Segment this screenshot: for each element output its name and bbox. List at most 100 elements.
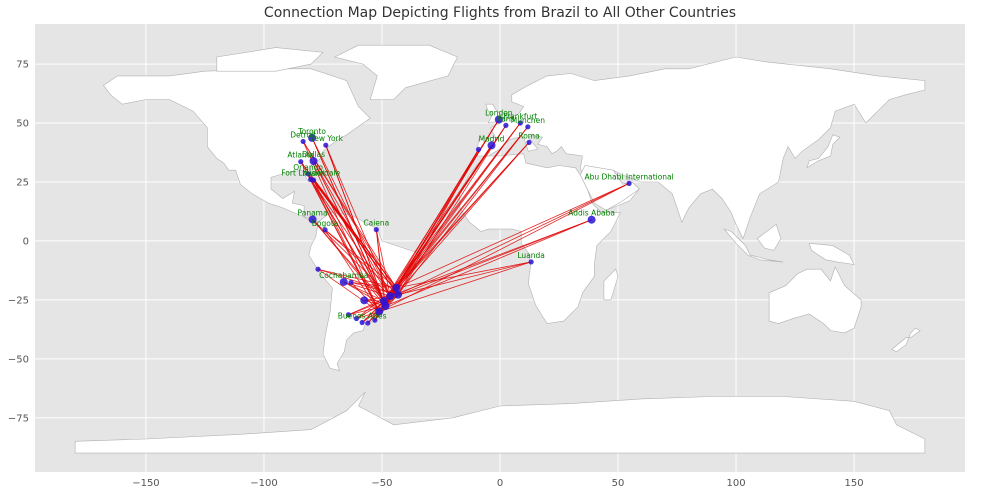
flight-route xyxy=(385,145,492,307)
brazil-airport-marker xyxy=(375,307,384,316)
flight-route xyxy=(302,141,397,289)
flight-route xyxy=(351,282,397,289)
destination-airport-marker xyxy=(300,138,306,145)
destination-airport-marker xyxy=(298,159,304,165)
x-tick-label: −100 xyxy=(250,478,277,489)
x-tick-label: 50 xyxy=(612,478,625,489)
destination-airport-marker xyxy=(322,227,328,233)
x-tick-label: 0 xyxy=(497,478,503,489)
indonesia-landmass xyxy=(723,228,784,263)
destination-airport-marker xyxy=(345,312,352,318)
flight-route xyxy=(317,268,397,289)
destination-airport-marker xyxy=(587,215,596,224)
flight-route xyxy=(364,295,391,301)
y-tick-label: −75 xyxy=(8,413,29,424)
destination-airport-marker xyxy=(626,180,632,186)
flight-route xyxy=(312,219,386,307)
city-label: London xyxy=(485,108,513,117)
city-label: Cochabamba xyxy=(319,271,368,280)
flight-routes xyxy=(300,119,630,324)
city-label: Atlanta xyxy=(287,151,314,160)
flight-route xyxy=(396,261,532,289)
city-label: Orlando xyxy=(293,163,323,172)
destination-airport-marker xyxy=(339,277,348,286)
destination-airport-marker xyxy=(305,171,311,177)
madagascar-landmass xyxy=(603,268,619,301)
flight-route xyxy=(325,145,391,297)
borneo-landmass xyxy=(756,223,782,251)
destination-airport-marker xyxy=(348,279,354,286)
arctic-islands-landmass xyxy=(216,47,324,72)
flight-route xyxy=(389,142,530,297)
airport-markers xyxy=(298,115,632,326)
y-tick-label: 0 xyxy=(23,236,29,247)
y-tick-label: −25 xyxy=(8,295,29,306)
flight-route xyxy=(325,145,386,307)
destination-airport-marker xyxy=(360,296,369,305)
antarctica-landmass xyxy=(74,391,926,454)
y-axis-ticks: 75 50 25 0 −25 −50 −75 xyxy=(8,60,29,425)
brazil-airport-marker xyxy=(392,283,401,292)
flight-route xyxy=(375,229,385,302)
city-label: New York xyxy=(309,134,344,143)
city-label: Buenos Aires xyxy=(338,312,387,321)
city-label: Detroit xyxy=(290,130,316,139)
destination-airport-marker xyxy=(526,139,532,145)
eurasia-landmass xyxy=(476,56,926,240)
flight-route xyxy=(385,219,592,307)
city-label: Caiena xyxy=(363,219,389,228)
city-label: Luanda xyxy=(517,251,545,260)
city-label: Roma xyxy=(518,131,539,140)
city-label: Munchen xyxy=(511,116,545,125)
destination-airport-marker xyxy=(503,122,509,128)
city-label: Fort Lauderdale xyxy=(281,168,340,177)
destination-airport-marker xyxy=(525,124,531,130)
city-label: Frankfurt xyxy=(503,112,537,121)
flight-route xyxy=(379,261,532,313)
destination-airport-marker xyxy=(365,320,371,326)
flight-route xyxy=(313,160,391,297)
new-guinea-landmass xyxy=(808,242,855,265)
destination-airport-marker xyxy=(528,259,534,265)
flight-route xyxy=(310,179,391,297)
city-label: Addis Ababa xyxy=(568,209,615,218)
flight-route xyxy=(348,305,386,316)
japan-landmass xyxy=(806,134,841,169)
brazil-airport-marker xyxy=(381,302,390,311)
flight-route xyxy=(396,183,630,289)
city-label: Madrid xyxy=(479,134,505,143)
flight-route xyxy=(383,219,592,302)
city-label: Dallas xyxy=(302,150,325,159)
destination-airport-marker xyxy=(310,177,317,183)
destination-airport-marker xyxy=(308,133,317,142)
city-label: Panama xyxy=(298,208,328,217)
destination-airport-marker xyxy=(475,146,482,153)
destination-airport-marker xyxy=(359,319,365,326)
flight-route xyxy=(396,149,479,289)
destination-airport-marker xyxy=(373,227,379,233)
flight-route xyxy=(348,300,385,316)
map-title: Connection Map Depicting Flights from Br… xyxy=(264,5,736,21)
city-label: Paris xyxy=(497,114,515,123)
flight-route xyxy=(385,142,530,307)
flight-route xyxy=(397,261,532,296)
flight-route xyxy=(375,229,391,297)
north-america-landmass xyxy=(103,68,371,223)
destination-airport-marker xyxy=(487,141,496,150)
city-label: Miami xyxy=(302,169,325,178)
africa-landmass xyxy=(459,153,621,324)
city-label: Toronto xyxy=(297,127,326,136)
destination-airport-marker xyxy=(315,266,321,272)
x-tick-label: −50 xyxy=(371,478,392,489)
flight-route xyxy=(313,179,397,289)
new-zealand-landmass xyxy=(891,327,921,353)
world-landmasses xyxy=(74,44,926,454)
x-tick-label: −150 xyxy=(132,478,159,489)
flight-route xyxy=(317,268,380,312)
destination-airport-marker xyxy=(517,120,523,126)
x-tick-label: 100 xyxy=(726,478,745,489)
australia-landmass xyxy=(768,266,862,334)
